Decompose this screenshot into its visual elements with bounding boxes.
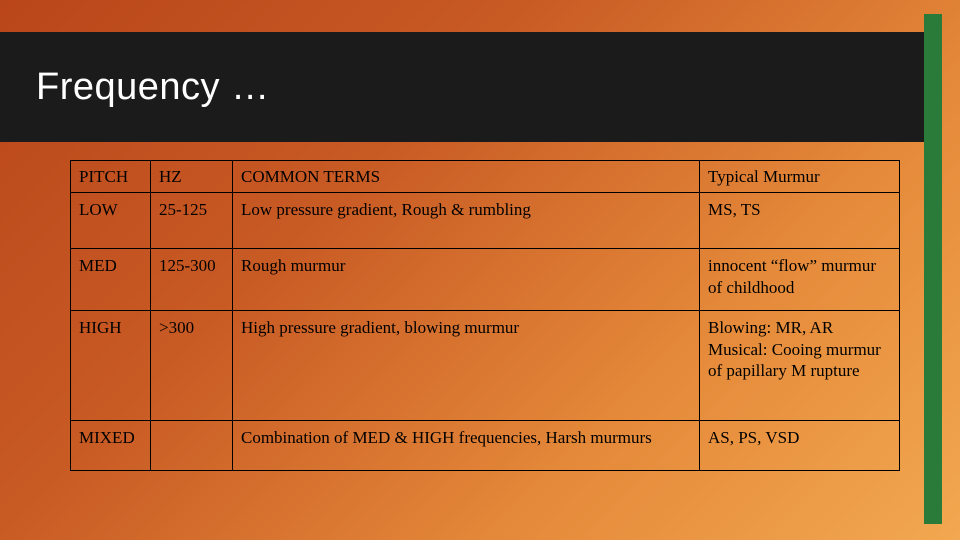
cell-pitch: MIXED	[71, 421, 151, 471]
col-header-terms: COMMON TERMS	[233, 161, 700, 193]
cell-pitch: HIGH	[71, 311, 151, 421]
cell-hz	[151, 421, 233, 471]
frequency-table: PITCH HZ COMMON TERMS Typical Murmur LOW…	[70, 160, 900, 471]
cell-terms: Low pressure gradient, Rough & rumbling	[233, 193, 700, 249]
table-row: HIGH >300 High pressure gradient, blowin…	[71, 311, 900, 421]
cell-hz: >300	[151, 311, 233, 421]
col-header-hz: HZ	[151, 161, 233, 193]
cell-hz: 25-125	[151, 193, 233, 249]
cell-murmur: innocent “flow” murmur of childhood	[700, 249, 900, 311]
cell-murmur: AS, PS, VSD	[700, 421, 900, 471]
frequency-table-container: PITCH HZ COMMON TERMS Typical Murmur LOW…	[70, 160, 900, 471]
cell-murmur: Blowing: MR, AR Musical: Cooing murmur o…	[700, 311, 900, 421]
col-header-pitch: PITCH	[71, 161, 151, 193]
cell-murmur: MS, TS	[700, 193, 900, 249]
cell-pitch: LOW	[71, 193, 151, 249]
cell-terms: High pressure gradient, blowing murmur	[233, 311, 700, 421]
col-header-murmur: Typical Murmur	[700, 161, 900, 193]
table-header-row: PITCH HZ COMMON TERMS Typical Murmur	[71, 161, 900, 193]
title-bar: Frequency …	[0, 32, 924, 142]
slide-title: Frequency …	[36, 66, 270, 109]
cell-terms: Combination of MED & HIGH frequencies, H…	[233, 421, 700, 471]
table-row: MED 125-300 Rough murmur innocent “flow”…	[71, 249, 900, 311]
accent-bar	[924, 14, 942, 524]
cell-terms: Rough murmur	[233, 249, 700, 311]
table-row: MIXED Combination of MED & HIGH frequenc…	[71, 421, 900, 471]
cell-pitch: MED	[71, 249, 151, 311]
cell-hz: 125-300	[151, 249, 233, 311]
table-row: LOW 25-125 Low pressure gradient, Rough …	[71, 193, 900, 249]
